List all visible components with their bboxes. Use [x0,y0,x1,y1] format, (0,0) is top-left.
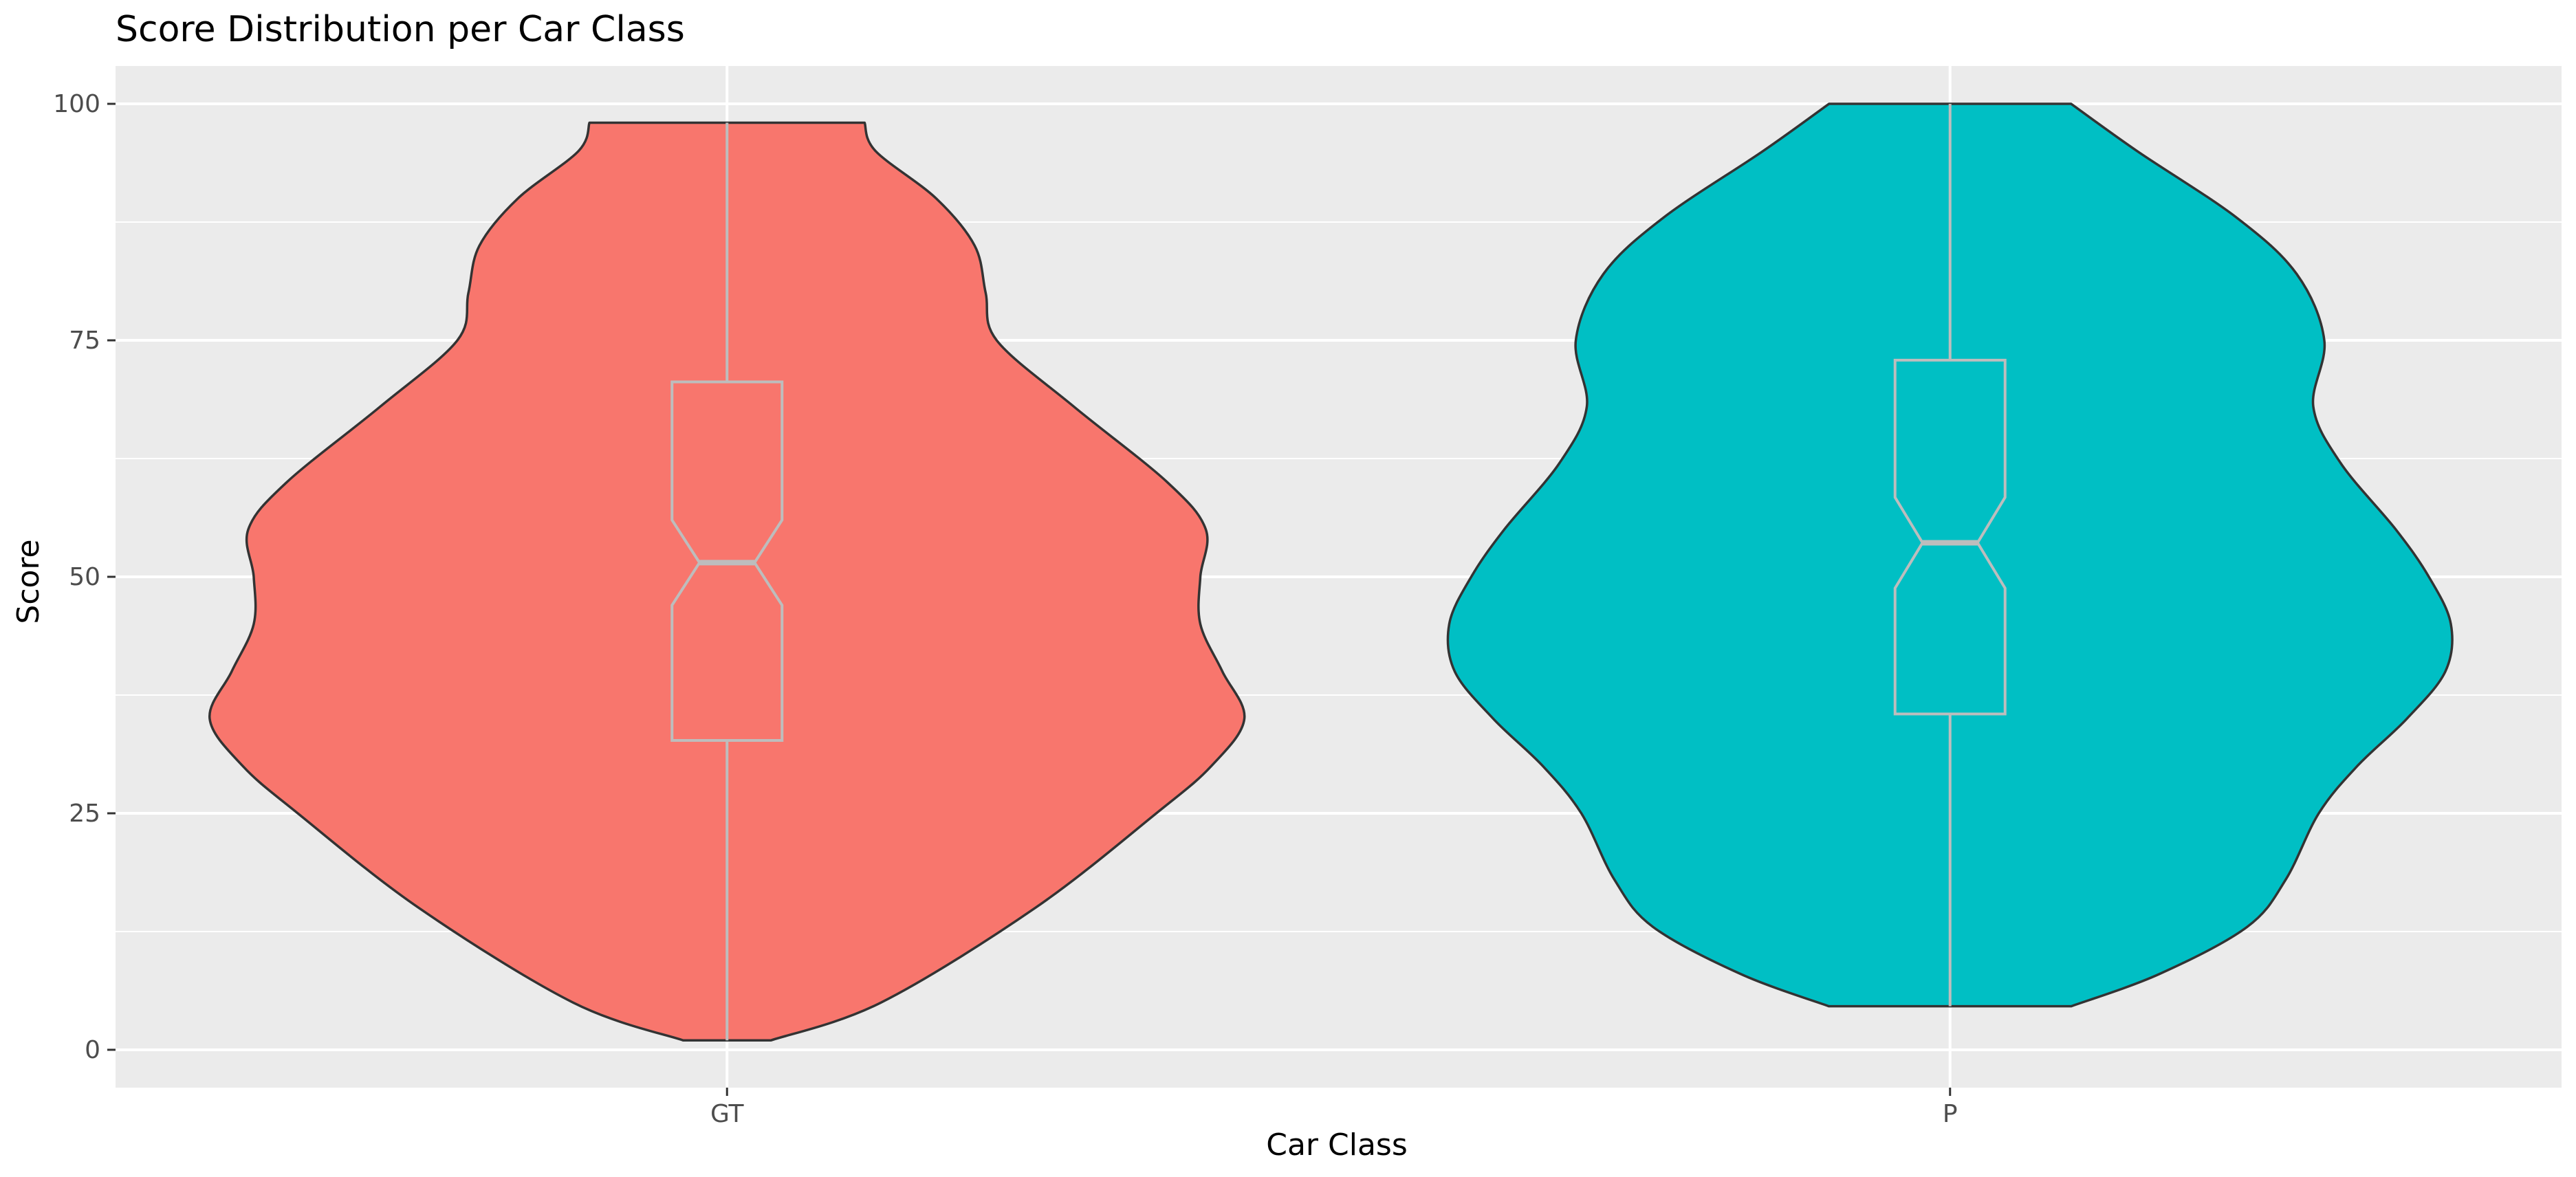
chart-title: Score Distribution per Car Class [116,9,685,50]
y-tick-label: 50 [69,563,100,591]
y-tick-label: 75 [69,327,100,355]
x-axis-title: Car Class [1266,1128,1408,1163]
x-tick-label: GT [710,1100,745,1128]
y-tick-label: 25 [69,800,100,828]
y-tick-label: 0 [85,1036,100,1064]
y-axis-title: Score [11,539,46,624]
y-tick-label: 100 [53,90,100,118]
x-tick-label: P [1943,1100,1958,1128]
